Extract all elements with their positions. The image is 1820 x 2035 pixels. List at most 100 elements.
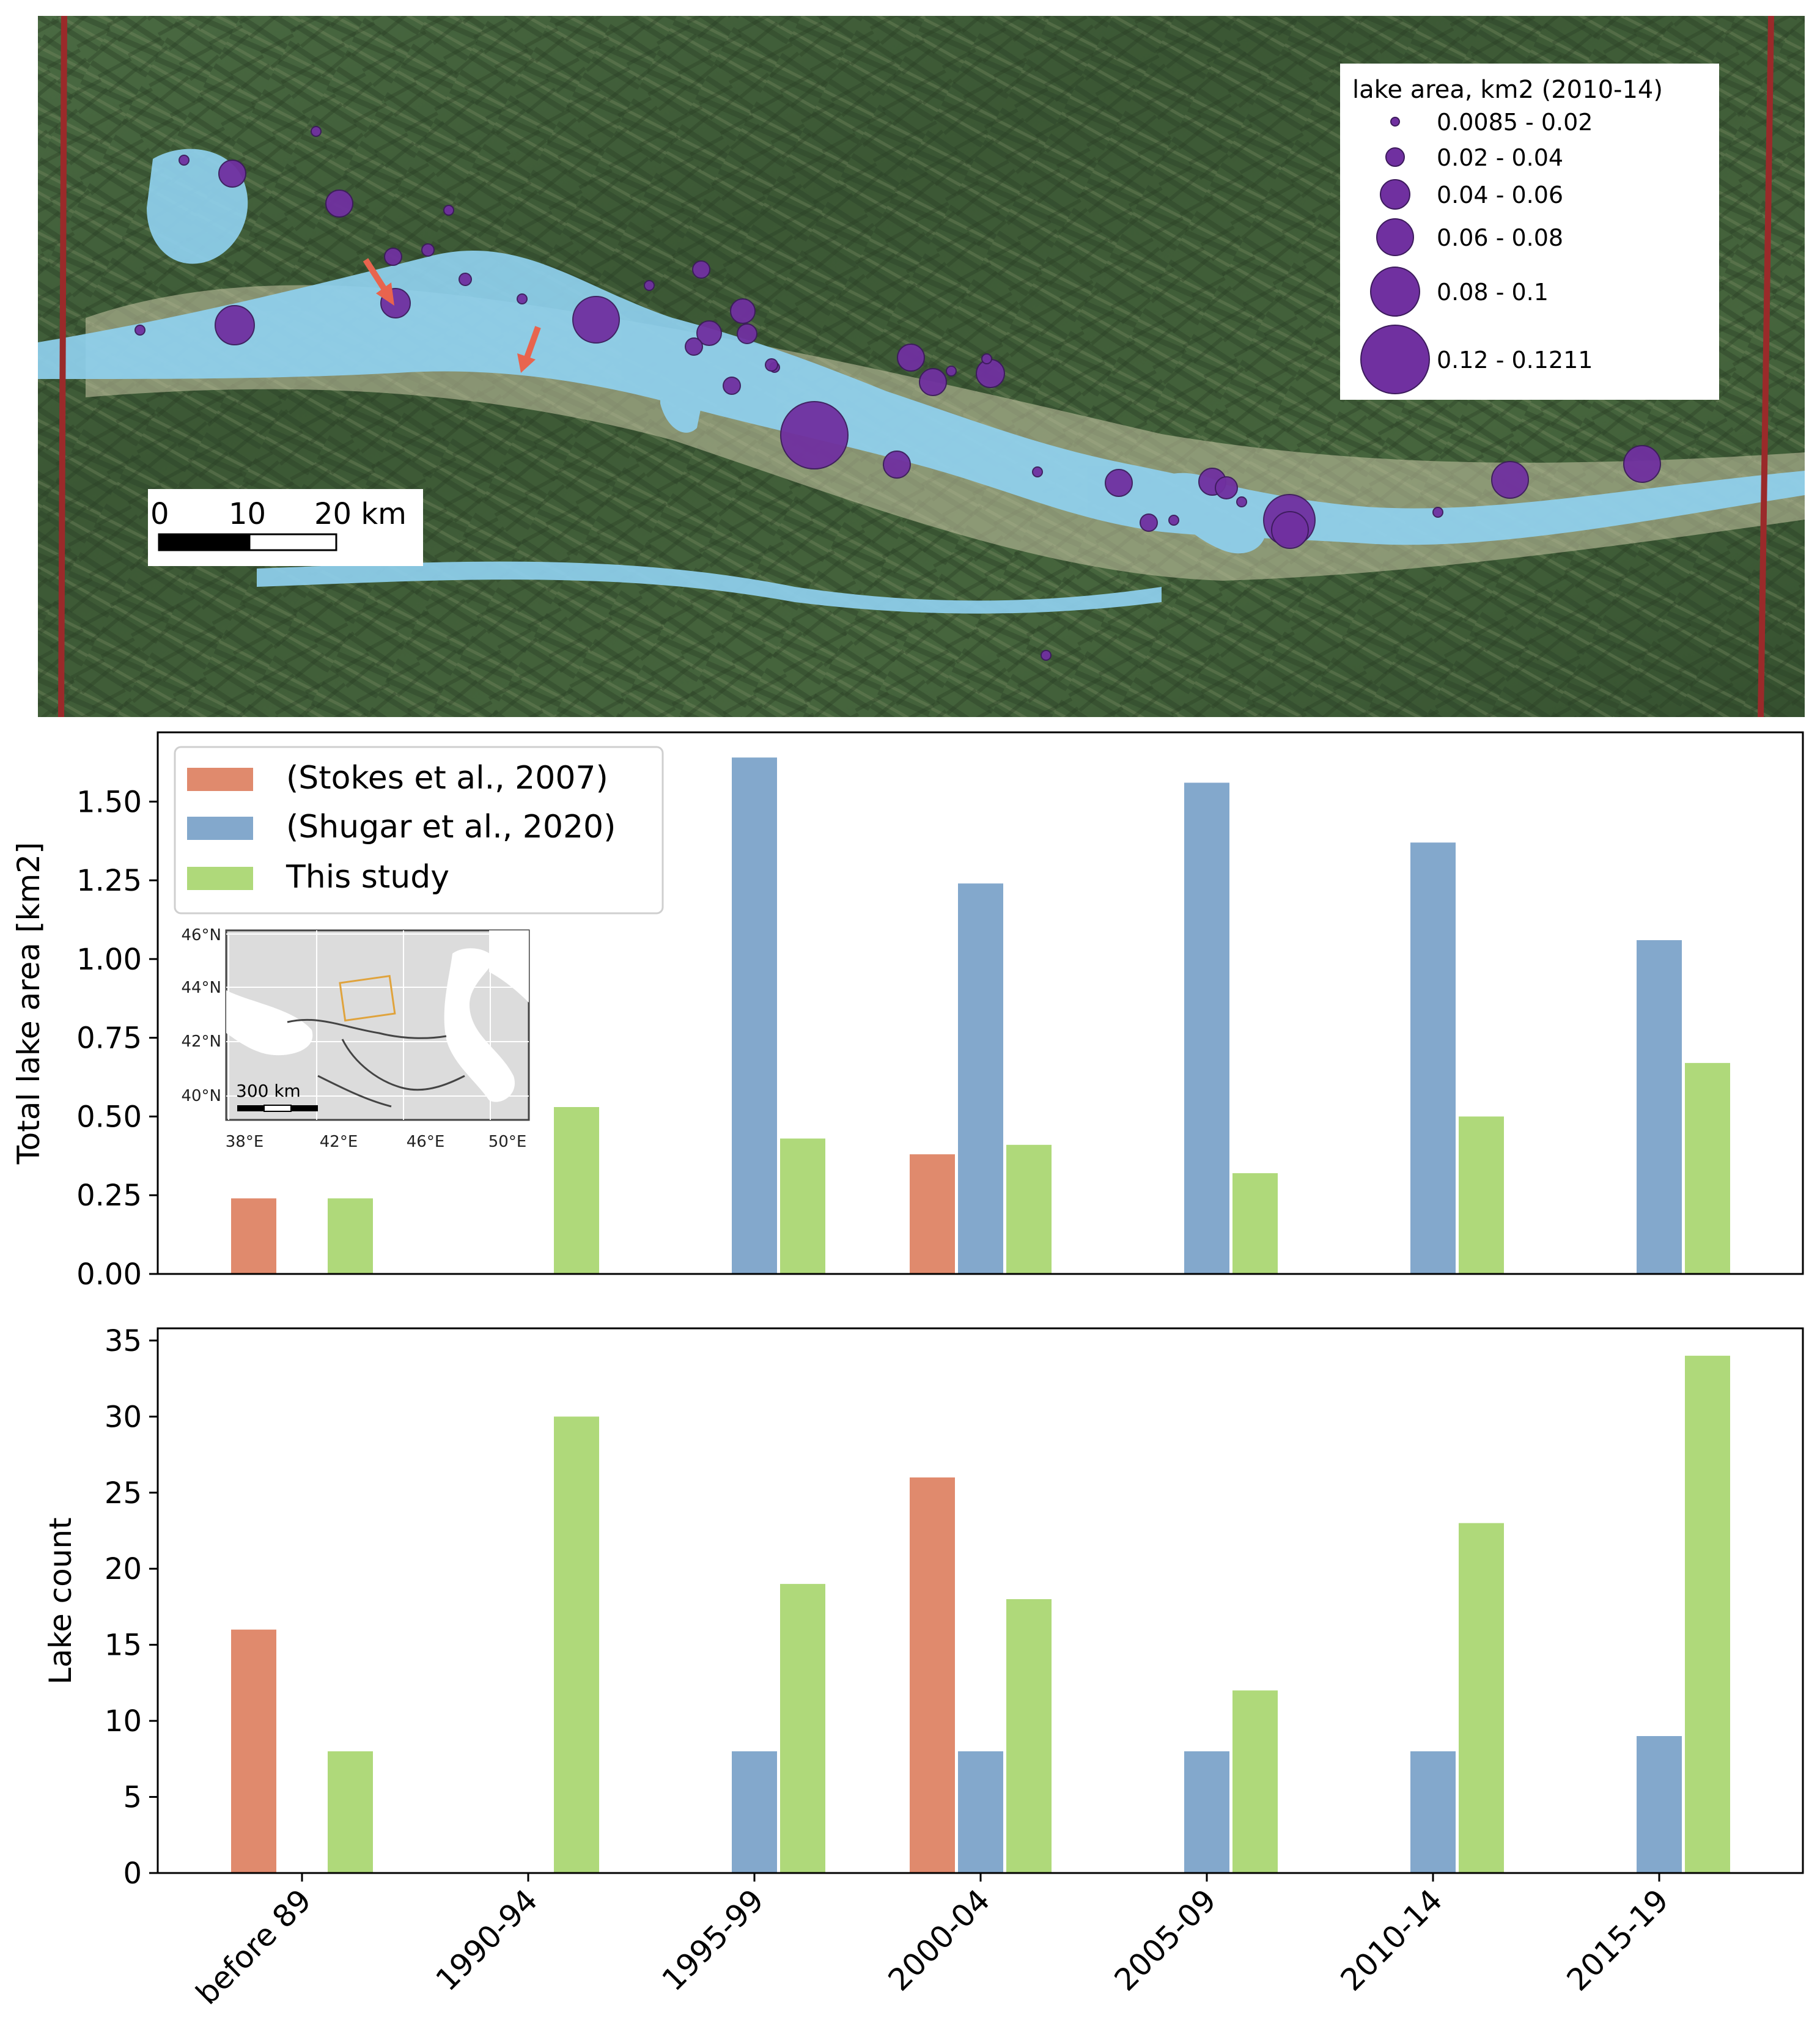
study-area-boundary-left <box>58 16 67 717</box>
bar <box>910 1154 955 1274</box>
lake-marker <box>1491 461 1529 499</box>
y-tick-label: 1.25 <box>76 864 142 898</box>
area-plot-frame <box>157 731 1804 1275</box>
count-bars <box>231 1355 1730 1873</box>
inset-locator-map: 46°N 44°N 42°N 40°N 38°E 42°E 46°E 50°E … <box>181 926 537 1157</box>
scale-bar-segment-light <box>248 533 337 551</box>
bar <box>1410 1751 1456 1873</box>
y-tick-label: 5 <box>123 1781 142 1815</box>
arrow-head-1 <box>376 282 394 306</box>
legend-size-symbol <box>1376 218 1414 256</box>
inset-lon-38: 38°E <box>226 1133 264 1151</box>
x-tick-label: 2005-09 <box>1108 1882 1223 1998</box>
legend-size-label: 0.06 - 0.08 <box>1437 224 1563 251</box>
lake-marker <box>421 243 435 257</box>
lake-marker <box>517 293 528 304</box>
lake-marker <box>919 368 947 396</box>
y-tick-label: 25 <box>105 1476 142 1511</box>
map-legend: lake area, km2 (2010-14) 0.0085 - 0.020.… <box>1340 64 1719 400</box>
inset-lat-46: 46°N <box>181 926 221 944</box>
lake-marker <box>1215 476 1238 499</box>
map-legend-items: 0.0085 - 0.02 0.02 - 0.04 0.04 - 0.06 0.06 … <box>1360 109 1593 394</box>
lake-marker <box>1623 445 1661 483</box>
inset-study-area <box>339 974 396 1022</box>
lake-marker <box>1236 496 1247 507</box>
y-tick-label: 35 <box>105 1324 142 1358</box>
bar <box>1459 1523 1504 1873</box>
lake-marker <box>311 126 322 137</box>
y-tick-label: 1.50 <box>76 785 142 819</box>
x-tick-label: 2015-19 <box>1560 1882 1676 1998</box>
scale-bar-segment-dark <box>158 533 251 551</box>
bar <box>1459 1116 1504 1274</box>
legend-size-label: 0.0085 - 0.02 <box>1437 109 1593 136</box>
lake-markers <box>134 126 1661 661</box>
study-area-boundary-right <box>1758 16 1774 717</box>
inset-sea-black <box>226 990 313 1056</box>
y-tick-label: 30 <box>105 1400 142 1434</box>
arrow-marker-2 <box>524 326 541 359</box>
inset-scale-dark-2 <box>291 1105 318 1111</box>
bar <box>910 1477 955 1873</box>
lake-marker <box>897 344 925 372</box>
bar <box>958 883 1003 1274</box>
lake-marker <box>765 358 778 372</box>
count-y-axis: 0 5 10 15 20 25 30 35 <box>105 1324 158 1891</box>
arrow-marker-1 <box>363 258 388 292</box>
area-legend: (Stokes et al., 2007) (Shugar et al., 20… <box>174 746 664 914</box>
y-tick-label: 0.00 <box>76 1257 142 1292</box>
lake-marker <box>946 366 957 377</box>
legend-size-label: 0.02 - 0.04 <box>1437 144 1563 171</box>
inset-lat-42: 42°N <box>181 1032 221 1051</box>
lake-marker <box>1105 469 1133 497</box>
bar <box>958 1751 1003 1873</box>
y-tick-label: 15 <box>105 1628 142 1663</box>
y-tick-label: 10 <box>105 1704 142 1739</box>
scale-label-20: 20 km <box>314 497 407 531</box>
map-scale-bar: 0 10 20 km <box>148 489 423 566</box>
lake-marker <box>723 377 741 395</box>
inset-scale-label: 300 km <box>236 1081 301 1101</box>
lake-marker <box>696 320 722 346</box>
legend-label-stokes: (Stokes et al., 2007) <box>286 760 608 797</box>
scale-label-10: 10 <box>229 497 266 531</box>
lake-marker <box>730 298 756 324</box>
bar <box>231 1198 276 1274</box>
legend-swatch-shugar <box>187 817 253 840</box>
scale-label-0: 0 <box>150 497 169 531</box>
inset-scale-dark-1 <box>237 1105 264 1111</box>
legend-label-this-study: This study <box>286 859 449 896</box>
x-axis-category-labels: before 89 1990-94 1995-99 2000-04 2005-09 201… <box>189 1873 1675 2012</box>
legend-size-symbol <box>1385 147 1405 167</box>
lake-marker <box>325 190 353 218</box>
bar <box>1184 782 1229 1274</box>
count-chart: 0 5 10 15 20 25 30 35 Lake count before 89 1990-… <box>43 1324 1804 2012</box>
legend-size-label: 0.04 - 0.06 <box>1437 182 1563 208</box>
x-tick-label: 1995-99 <box>655 1882 771 1998</box>
inset-lat-44: 44°N <box>181 979 221 997</box>
legend-size-label: 0.12 - 0.1211 <box>1437 347 1593 374</box>
bar <box>1006 1599 1052 1873</box>
area-legend-box <box>174 746 664 914</box>
lake-marker <box>644 280 655 291</box>
lake-marker <box>1271 511 1309 549</box>
bar <box>1410 842 1456 1274</box>
bar <box>1685 1355 1730 1873</box>
inset-scale-light <box>263 1105 292 1112</box>
bar <box>1232 1690 1278 1873</box>
area-y-axis: 0.00 0.25 0.50 0.75 1.00 1.25 1.50 <box>76 785 158 1292</box>
arrow-head-2 <box>517 353 536 373</box>
bar <box>328 1198 373 1274</box>
lake-marker <box>134 325 146 336</box>
bar <box>780 1584 825 1873</box>
legend-swatch-this-study <box>187 867 253 890</box>
lake-marker <box>384 248 402 266</box>
legend-label-shugar: (Shugar et al., 2020) <box>286 809 616 845</box>
bar <box>231 1629 276 1873</box>
y-tick-label: 0.50 <box>76 1100 142 1134</box>
lake-marker <box>1168 515 1179 526</box>
lake-marker <box>1140 513 1158 532</box>
bar <box>1637 940 1682 1274</box>
lake-marker <box>459 273 472 286</box>
